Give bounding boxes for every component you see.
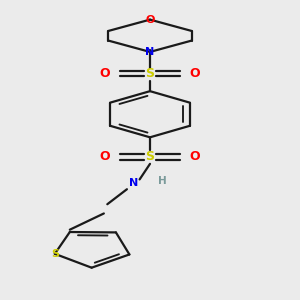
Text: H: H bbox=[158, 176, 167, 186]
Text: N: N bbox=[146, 47, 154, 57]
Text: O: O bbox=[190, 67, 200, 80]
Text: S: S bbox=[51, 249, 59, 259]
Text: S: S bbox=[146, 67, 154, 80]
Text: O: O bbox=[100, 150, 110, 164]
Text: O: O bbox=[145, 15, 155, 25]
Text: O: O bbox=[100, 67, 110, 80]
Text: S: S bbox=[146, 150, 154, 164]
Text: N: N bbox=[129, 178, 139, 188]
Text: O: O bbox=[190, 150, 200, 164]
